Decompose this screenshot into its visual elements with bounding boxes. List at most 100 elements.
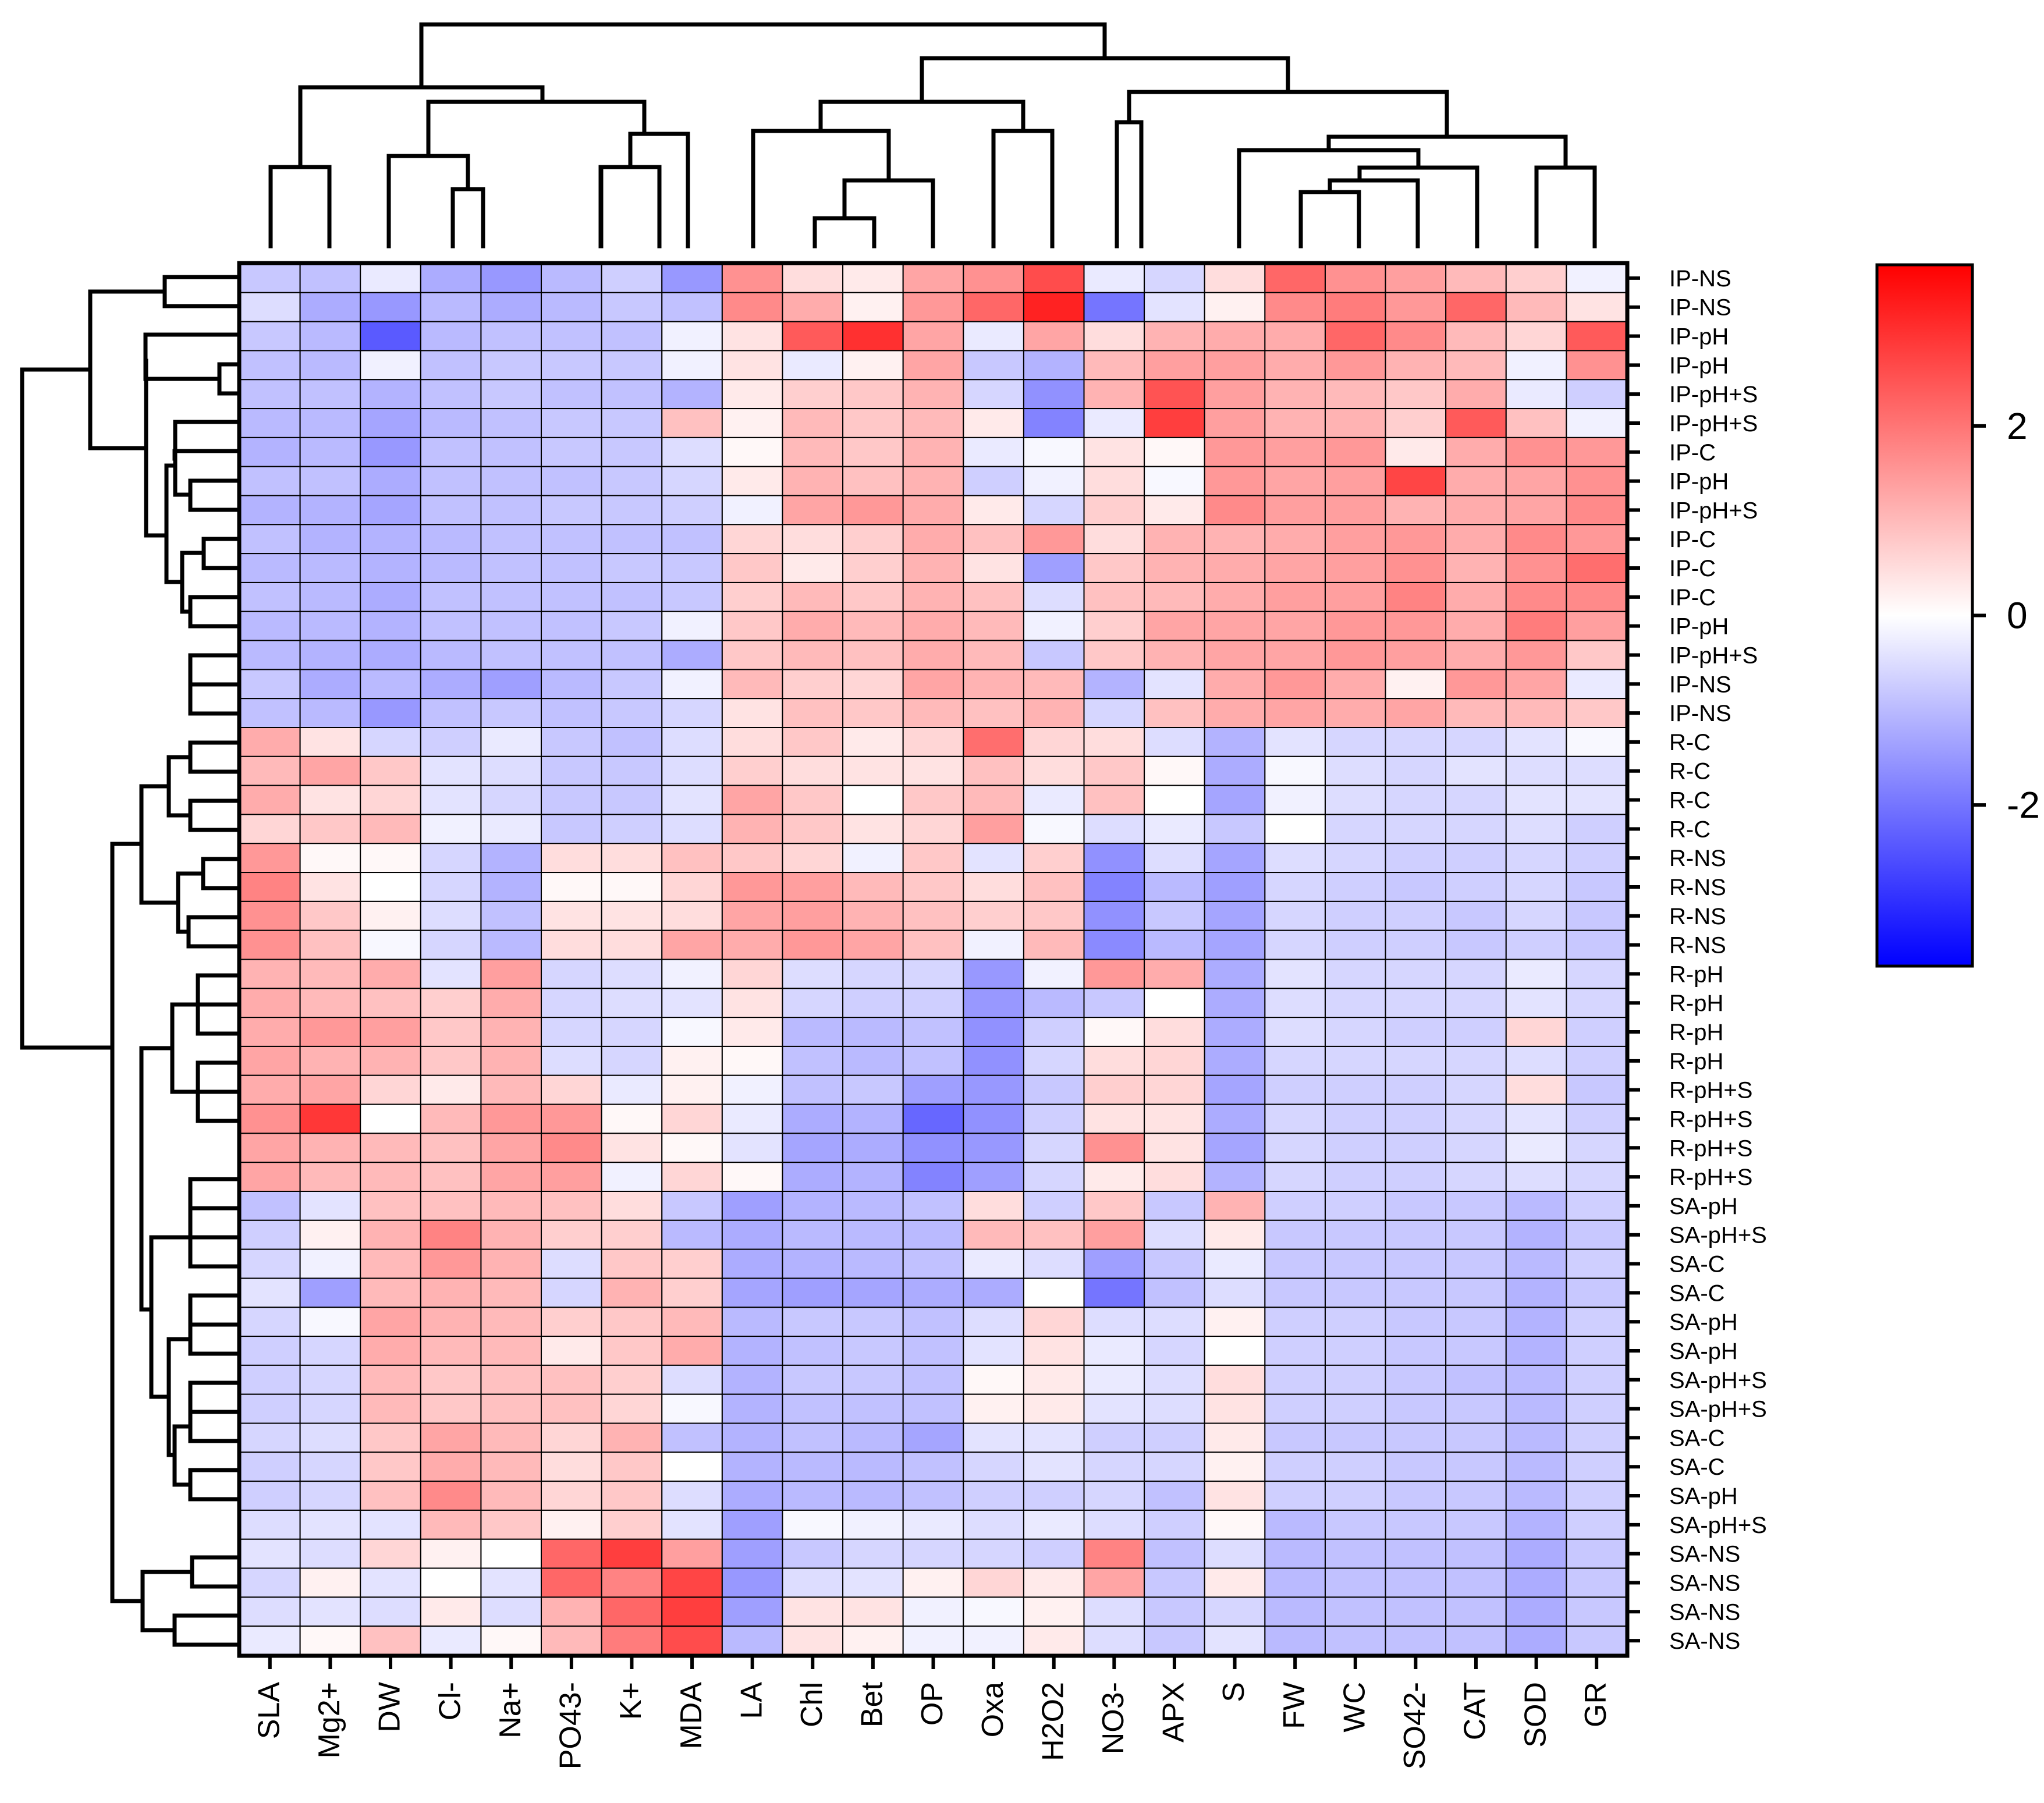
heatmap-cell [360, 1364, 421, 1395]
heatmap-cell [1566, 495, 1627, 526]
heatmap-cell [360, 1336, 421, 1366]
heatmap-cell [1144, 1277, 1205, 1308]
heatmap-cell [1324, 1422, 1386, 1453]
heatmap-cell [360, 1277, 421, 1308]
heatmap-cell [782, 1017, 844, 1047]
heatmap-cell [1204, 1191, 1266, 1221]
column-label: NO3- [1096, 1682, 1130, 1754]
heatmap-cell [1445, 1017, 1507, 1047]
heatmap-cell [1083, 1451, 1145, 1482]
row-ticks [1629, 276, 1640, 1643]
heatmap-cell [1264, 843, 1326, 874]
heatmap-cell [1204, 1538, 1266, 1569]
heatmap-cell [842, 959, 904, 989]
heatmap-cell [480, 1625, 542, 1656]
heatmap-cell [1144, 1481, 1205, 1511]
heatmap-cell [782, 436, 844, 467]
heatmap-cell [541, 1307, 602, 1337]
heatmap-cell [601, 1191, 663, 1221]
heatmap-cell [1324, 640, 1386, 670]
heatmap-cell [1144, 408, 1205, 438]
heatmap-cell [541, 1364, 602, 1395]
heatmap-cell [963, 814, 1024, 844]
heatmap-cell [902, 1191, 964, 1221]
heatmap-cell [902, 1162, 964, 1192]
heatmap-cell [1445, 408, 1507, 438]
heatmap-cell [1505, 292, 1567, 322]
heatmap-cell [360, 814, 421, 844]
heatmap-cell [420, 698, 482, 728]
heatmap-cell [1445, 1074, 1507, 1105]
heatmap-cell [1023, 581, 1085, 612]
heatmap-cell [480, 1451, 542, 1482]
heatmap-cell [1144, 1219, 1205, 1250]
heatmap-cell [721, 1451, 783, 1482]
column-label: H2O2 [1036, 1682, 1070, 1761]
heatmap-cell [1204, 1422, 1266, 1453]
heatmap-cell [902, 1481, 964, 1511]
heatmap-cell [782, 1567, 844, 1598]
heatmap-cell [842, 1364, 904, 1395]
heatmap-cell [782, 263, 844, 293]
heatmap-cell [420, 959, 482, 989]
heatmap-cell [1385, 698, 1447, 728]
heatmap-cell [1505, 1017, 1567, 1047]
heatmap-cell [1505, 814, 1567, 844]
heatmap-cell [721, 698, 783, 728]
heatmap-cell [721, 1336, 783, 1366]
heatmap-cell [721, 1567, 783, 1598]
heatmap-cells [239, 263, 1627, 1656]
heatmap-cell [1445, 669, 1507, 700]
heatmap-cell [420, 379, 482, 410]
heatmap-cell [1505, 1277, 1567, 1308]
heatmap-cell [1566, 727, 1627, 757]
heatmap-cell [661, 669, 723, 700]
heatmap-cell [480, 872, 542, 902]
heatmap-cell [420, 350, 482, 381]
heatmap-cell [661, 988, 723, 1018]
heatmap-cell [1505, 581, 1567, 612]
heatmap-cell [1385, 379, 1447, 410]
heatmap-cell [1023, 1538, 1085, 1569]
heatmap-cell [601, 436, 663, 467]
heatmap-cell [299, 495, 361, 526]
column-label: CAT [1459, 1682, 1492, 1740]
heatmap-cell [360, 466, 421, 496]
heatmap-cell [239, 843, 301, 874]
heatmap-cell [541, 872, 602, 902]
heatmap-cell [1505, 553, 1567, 583]
heatmap-cell [1324, 1277, 1386, 1308]
heatmap-cell [902, 553, 964, 583]
heatmap-cell [1204, 263, 1266, 293]
heatmap-cell [1324, 814, 1386, 844]
heatmap-cell [601, 669, 663, 700]
heatmap-cell [1083, 321, 1145, 352]
heatmap-cell [1083, 1393, 1145, 1424]
heatmap-cell [1324, 669, 1386, 700]
heatmap-cell [1144, 1596, 1205, 1627]
heatmap-cell [1505, 495, 1567, 526]
column-label: Mg2+ [313, 1682, 346, 1759]
heatmap-cell [963, 988, 1024, 1018]
heatmap-cell [1566, 814, 1627, 844]
heatmap-cell [963, 1103, 1024, 1134]
heatmap-cell [782, 1248, 844, 1279]
heatmap-cell [661, 553, 723, 583]
heatmap-cell [1566, 350, 1627, 381]
heatmap-cell [1385, 1248, 1447, 1279]
heatmap-cell [601, 843, 663, 874]
heatmap-cell [721, 640, 783, 670]
heatmap-cell [842, 1219, 904, 1250]
heatmap-cell [541, 900, 602, 931]
column-label: WC [1338, 1682, 1372, 1733]
heatmap-cell [1566, 872, 1627, 902]
row-label: SA-pH+S [1669, 1368, 1767, 1393]
heatmap-cell [420, 321, 482, 352]
heatmap-cell [601, 581, 663, 612]
heatmap-cell [601, 1567, 663, 1598]
heatmap-cell [721, 1596, 783, 1627]
heatmap-cell [661, 292, 723, 322]
heatmap-cell [1445, 1364, 1507, 1395]
row-label: SA-C [1669, 1425, 1725, 1451]
heatmap-cell [721, 1538, 783, 1569]
